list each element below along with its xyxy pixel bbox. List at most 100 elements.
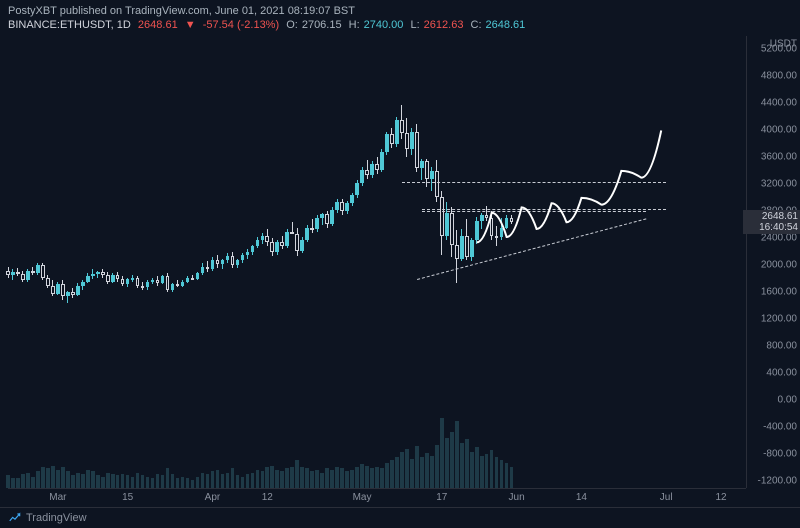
volume-bar (500, 460, 504, 488)
volume-bar (131, 477, 135, 488)
volume-bar (11, 478, 15, 489)
volume-bar (66, 471, 70, 488)
price-chart[interactable] (8, 36, 746, 488)
candle-body (246, 252, 250, 255)
ohlc-l: 2612.63 (424, 19, 464, 31)
volume-bar (450, 432, 454, 488)
volume-bar (111, 474, 115, 488)
candle-body (241, 255, 245, 260)
volume-bar (86, 470, 90, 488)
candle-body (380, 152, 384, 170)
candle-body (460, 236, 464, 259)
candle-body (6, 271, 10, 275)
volume-bar (126, 475, 130, 488)
candle-body (280, 242, 284, 246)
wedge-top-line (422, 211, 646, 212)
volume-bar (41, 467, 45, 488)
y-tick-label: 4400.00 (761, 98, 797, 109)
volume-bar (116, 475, 120, 488)
y-tick-label: 3600.00 (761, 152, 797, 163)
volume-bar (490, 450, 494, 488)
volume-bar (121, 474, 125, 488)
candle-body (345, 203, 349, 211)
chart-footer: TradingView (0, 507, 800, 528)
current-price-tag: 2648.6116:40:54 (743, 210, 800, 234)
volume-bar (375, 467, 379, 488)
candle-body (315, 218, 319, 229)
y-tick-label: 4000.00 (761, 125, 797, 136)
candle-body (221, 260, 225, 264)
volume-bar (76, 473, 80, 488)
author-name: PostyXBT (8, 5, 57, 17)
x-tick-label: Jul (660, 492, 673, 503)
candle-body (201, 267, 205, 274)
candle-body (510, 218, 514, 222)
candle-body (430, 171, 434, 179)
candle-body (320, 214, 324, 218)
candle-body (141, 286, 145, 288)
volume-bar (216, 470, 220, 488)
volume-bar (480, 456, 484, 488)
candle-body (275, 242, 279, 251)
candle-body (500, 228, 504, 237)
candle-body (355, 183, 359, 195)
volume-bar (26, 473, 30, 488)
volume-bar (360, 464, 364, 488)
candle-body (236, 260, 240, 265)
volume-bar (335, 467, 339, 488)
candle-body (151, 280, 155, 282)
volume-bar (495, 457, 499, 488)
candle-body (390, 134, 394, 143)
candle-body (405, 133, 409, 149)
volume-bar (270, 466, 274, 488)
candle-body (410, 132, 414, 150)
candle-body (56, 284, 60, 293)
volume-bar (280, 471, 284, 488)
volume-bar (36, 471, 40, 488)
ohlc-c-label: C: (471, 19, 482, 31)
candle-body (206, 267, 210, 270)
candle-body (86, 276, 90, 281)
candle-body (41, 265, 45, 278)
candle-body (31, 271, 35, 273)
candle-body (295, 234, 299, 250)
volume-bar (176, 478, 180, 488)
candle-body (270, 242, 274, 251)
candle-body (116, 275, 120, 279)
ohlc-h-label: H: (349, 19, 360, 31)
x-tick-label: 17 (436, 492, 447, 503)
volume-bar (300, 467, 304, 488)
volume-bar (265, 467, 269, 488)
volume-bar (350, 470, 354, 488)
candle-body (51, 286, 55, 294)
volume-bar (385, 463, 389, 488)
volume-bar (315, 470, 319, 488)
candle-body (420, 161, 424, 168)
candle-body (46, 278, 50, 286)
volume-bar (251, 473, 255, 488)
y-axis[interactable]: USDT5200.004800.004400.004000.003600.003… (746, 36, 800, 488)
volume-bar (181, 477, 185, 488)
x-tick-label: 12 (262, 492, 273, 503)
volume-bar (161, 475, 165, 488)
candle-body (365, 170, 369, 175)
candle-body (445, 213, 449, 236)
volume-bar (475, 447, 479, 488)
x-axis[interactable]: Mar15Apr12May17Jun14Jul12 (8, 488, 746, 507)
volume-bar (31, 477, 35, 488)
candle-body (96, 272, 100, 274)
volume-bar (470, 452, 474, 488)
candle-body (81, 282, 85, 286)
volume-bar (241, 477, 245, 488)
candle-body (385, 134, 389, 152)
published-label: published on TradingView.com, (60, 5, 212, 17)
volume-bar (355, 467, 359, 488)
candle-body (36, 265, 40, 274)
candle-body (136, 278, 140, 286)
candle-body (395, 120, 399, 144)
x-tick-label: 12 (716, 492, 727, 503)
volume-bar (365, 466, 369, 488)
candle-wick (312, 219, 313, 232)
volume-bar (156, 474, 160, 488)
volume-bar (151, 478, 155, 488)
